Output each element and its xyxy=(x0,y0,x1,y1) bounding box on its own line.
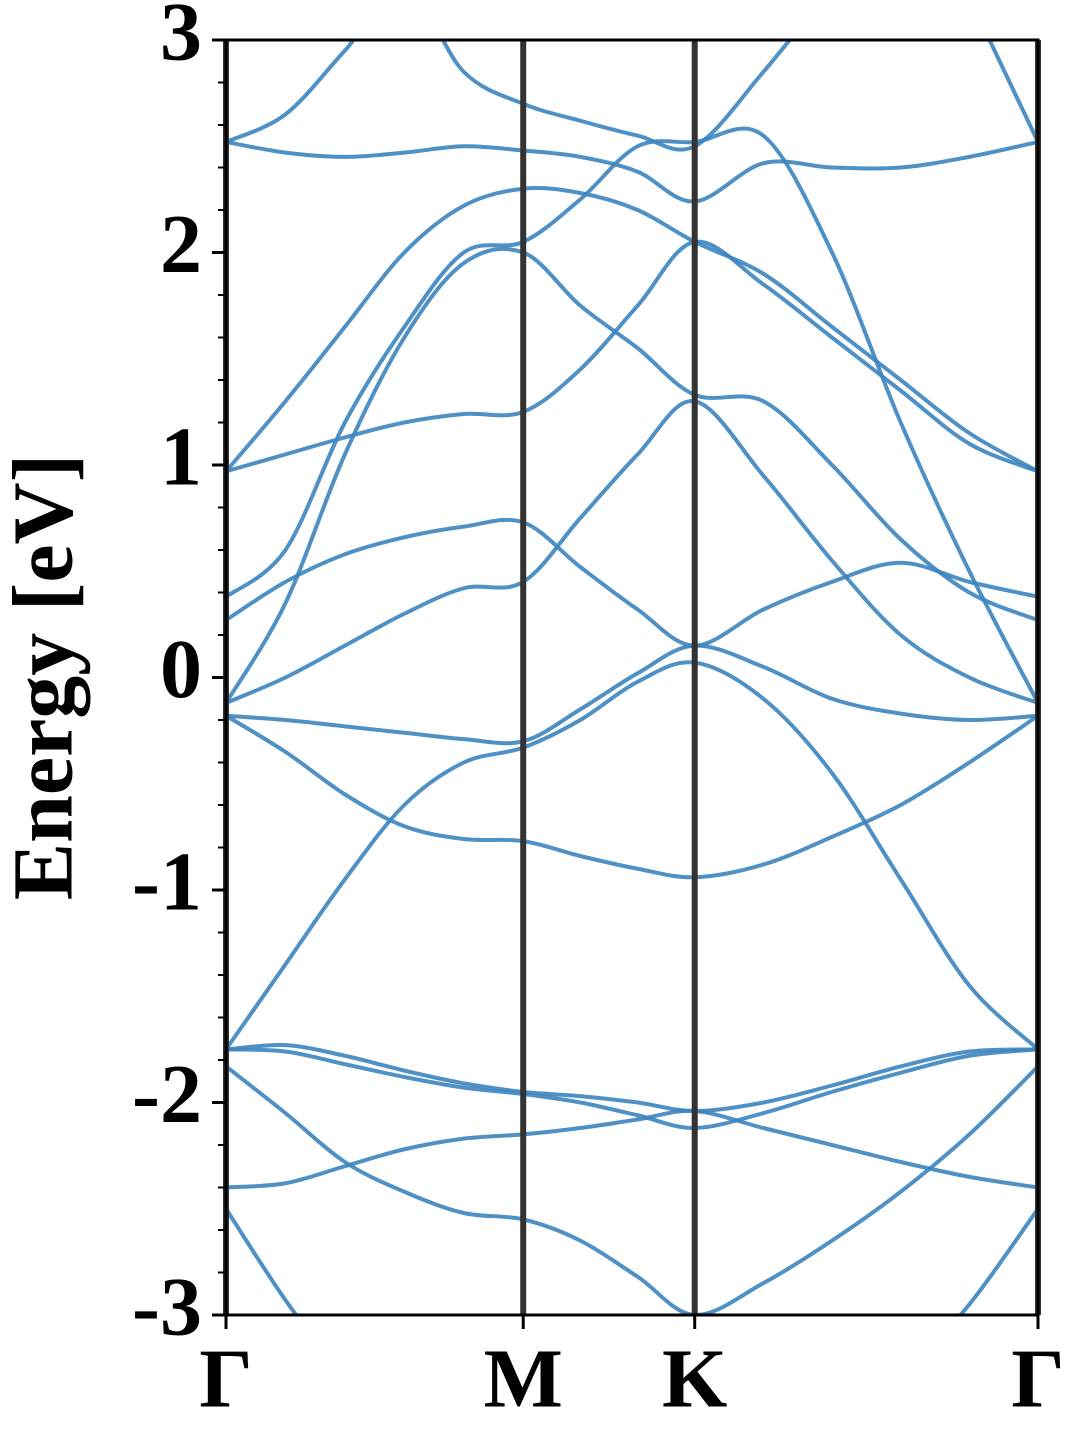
band-line xyxy=(226,660,1038,1051)
band-line xyxy=(226,1047,1038,1131)
band-line xyxy=(226,1108,1038,1190)
band-line xyxy=(226,140,1038,204)
band-line xyxy=(226,643,1038,746)
band-line xyxy=(226,714,1038,880)
x-tick-label: Γ xyxy=(1011,1332,1064,1425)
bands xyxy=(226,40,1038,1315)
band-line xyxy=(226,186,1038,474)
y-tick-label: -2 xyxy=(132,1048,202,1141)
x-tick-label: Γ xyxy=(199,1332,252,1425)
band-line xyxy=(226,1042,1038,1114)
y-tick-label: 3 xyxy=(160,0,202,78)
y-tick-label: -1 xyxy=(132,835,202,928)
y-tick-label: 0 xyxy=(160,623,202,716)
x-tick-label: M xyxy=(484,1332,563,1425)
y-axis-label: Energy [eV] xyxy=(0,454,91,901)
band-line xyxy=(226,239,1038,474)
band-line xyxy=(226,1207,1038,1315)
y-tick-label: 1 xyxy=(160,410,202,503)
band-line xyxy=(226,517,1038,648)
y-tick-label: 2 xyxy=(160,198,202,291)
band-line xyxy=(226,126,1038,704)
band-line xyxy=(226,40,1038,152)
x-tick-label: K xyxy=(662,1332,727,1425)
band-line xyxy=(226,399,1038,705)
band-line xyxy=(226,246,1038,705)
y-tick-label: -3 xyxy=(132,1260,202,1353)
